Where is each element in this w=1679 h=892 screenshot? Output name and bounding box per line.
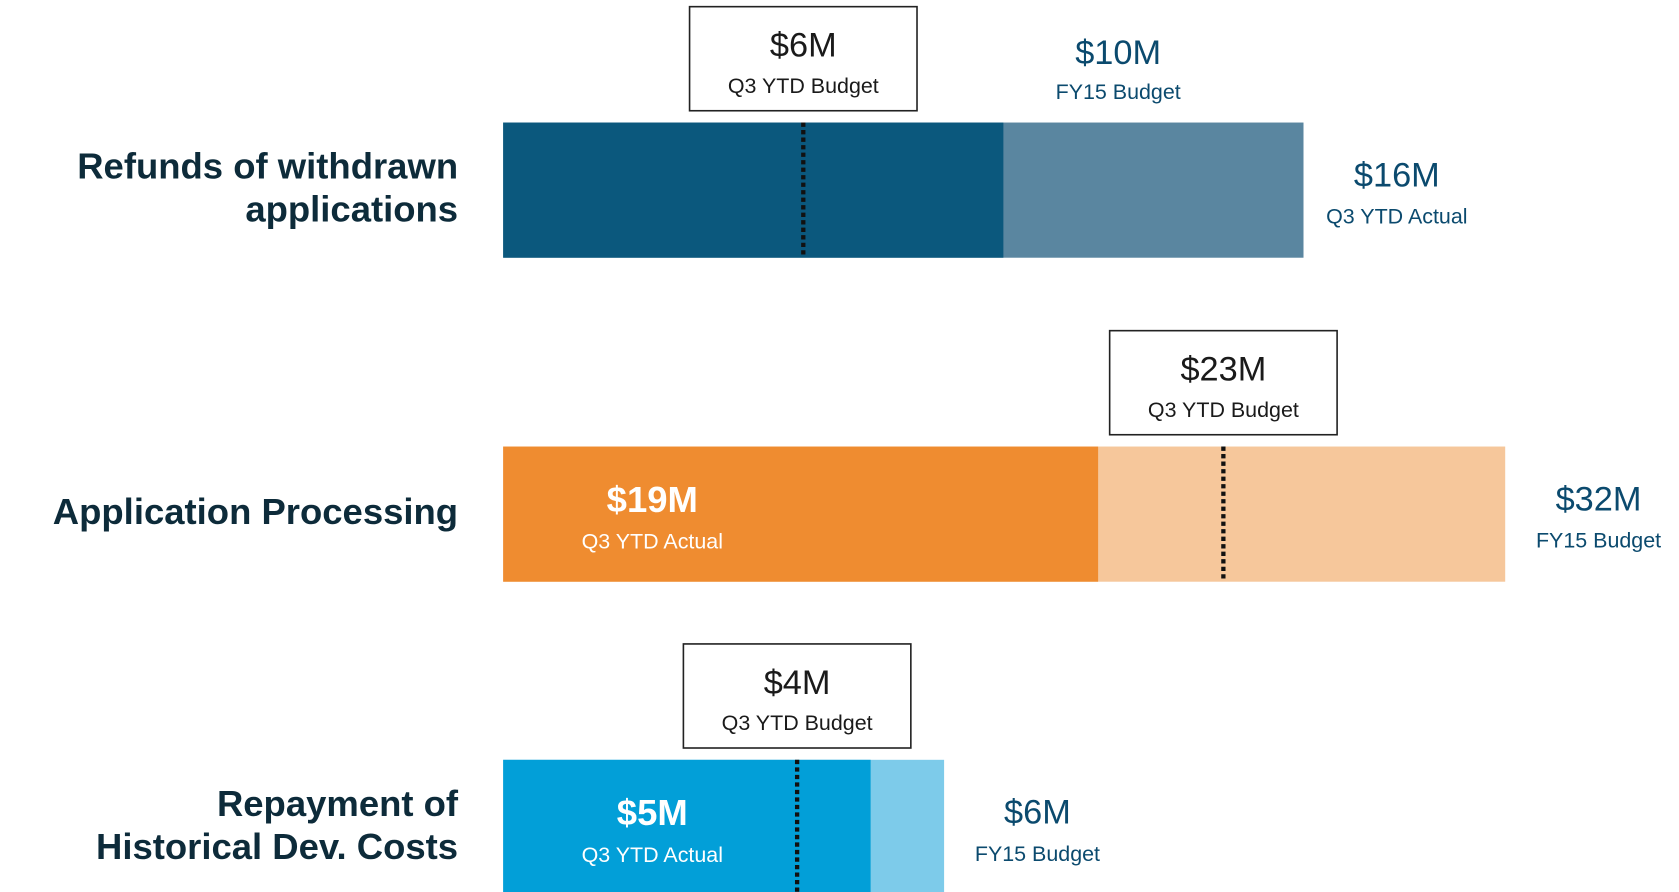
budget-box	[1108, 329, 1338, 436]
budget-box	[688, 5, 918, 112]
value-caption: Q3 YTD Actual	[582, 530, 723, 554]
budget-value: $23M	[1180, 350, 1266, 388]
category-label-line: Refunds of withdrawn	[77, 145, 458, 186]
category-label: Repayment of Historical Dev. Costs	[96, 783, 459, 867]
category-label-line: Repayment of	[217, 783, 459, 824]
budget-caption: Q3 YTD Budget	[1148, 398, 1299, 422]
budget-box	[682, 643, 912, 749]
category-label: Application Processing	[53, 491, 458, 532]
value-caption: FY15 Budget	[1536, 529, 1661, 553]
budget-value: $6M	[770, 27, 837, 65]
bar-dark	[503, 446, 1099, 582]
value-label: $19M	[607, 479, 698, 520]
category-label-line: Application Processing	[53, 491, 458, 532]
value-label: $6M	[1004, 794, 1071, 832]
budget-caption: Q3 YTD Budget	[728, 74, 879, 98]
bar-dark	[503, 759, 871, 892]
value-label: $32M	[1556, 480, 1642, 518]
value-label: $10M	[1075, 34, 1161, 72]
category-label-line: applications	[245, 188, 458, 229]
value-caption: FY15 Budget	[1056, 80, 1181, 104]
value-label: $16M	[1354, 156, 1440, 194]
value-label: $5M	[617, 792, 688, 833]
budget-caption: Q3 YTD Budget	[722, 711, 873, 735]
value-caption: FY15 Budget	[975, 842, 1100, 866]
bar-dark	[503, 122, 1004, 258]
value-caption: Q3 YTD Actual	[582, 843, 723, 867]
budget-value: $4M	[764, 664, 831, 702]
category-label-line: Historical Dev. Costs	[96, 825, 458, 866]
category-label: Refunds of withdrawn applications	[77, 145, 458, 229]
value-caption: Q3 YTD Actual	[1326, 205, 1467, 229]
